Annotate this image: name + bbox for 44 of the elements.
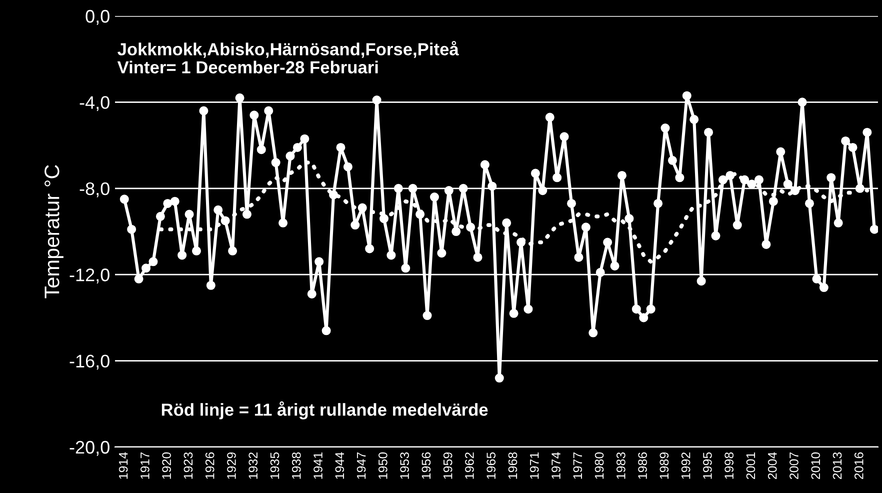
x-tick-label: 1929 — [227, 452, 236, 479]
y-tick-label: 0,0 — [86, 10, 110, 25]
x-tick-label: 1914 — [118, 452, 128, 479]
x-tick-label: 1962 — [465, 452, 474, 479]
y-tick-label: -20,0 — [70, 440, 110, 456]
x-tick-label: 1944 — [335, 452, 344, 479]
annotation: Röd linje = 11 årigt rullande medelvärde — [162, 401, 488, 420]
x-tick-label: 1968 — [508, 452, 518, 479]
annotation: Jokkmokk,Abisko,Härnösand,Forse,Piteå Vinter= 1 December-28 Februari — [117, 40, 459, 74]
x-tick-label: 1995 — [703, 452, 712, 479]
x-tick-label: 1953 — [400, 452, 409, 479]
x-tick-label: 1950 — [378, 452, 388, 479]
y-tick-label: -8,0 — [80, 182, 110, 198]
x-tick-label: 1989 — [660, 452, 669, 479]
x-tick-label: 1923 — [184, 452, 193, 479]
x-tick-label: 1959 — [443, 452, 452, 479]
x-tick-label: 1986 — [638, 452, 647, 479]
x-tick-label: 1941 — [314, 452, 322, 479]
x-tick-label: 2007 — [790, 452, 798, 480]
x-tick-label: 1971 — [530, 452, 539, 479]
y-tick-label: -12,0 — [70, 268, 110, 284]
x-tick-label: 1947 — [356, 452, 366, 479]
x-tick-label: 1977 — [573, 452, 582, 479]
x-tick-label: 1917 — [140, 452, 150, 479]
x-tick-label: 1920 — [162, 452, 171, 479]
x-tick-label: 1965 — [486, 452, 496, 479]
x-tick-label: 1932 — [248, 452, 258, 479]
x-tick-label: 1998 — [724, 452, 734, 479]
x-tick-label: 1938 — [292, 452, 301, 479]
x-tick-label: 2001 — [746, 452, 756, 480]
x-tick-label: 1983 — [616, 452, 626, 479]
x-tick-label: 2013 — [832, 452, 842, 480]
x-tick-label: 1926 — [205, 452, 214, 479]
x-tick-label: 1974 — [552, 452, 560, 479]
x-tick-label: 2016 — [854, 452, 864, 480]
x-tick-label: 1935 — [270, 452, 280, 479]
y-tick-label: -4,0 — [80, 96, 110, 112]
y-tick-label: -16,0 — [70, 354, 110, 370]
x-tick-label: 2010 — [811, 452, 820, 480]
y-axis-title: Temperatur °C — [44, 165, 64, 298]
x-tick-label: 1956 — [422, 452, 431, 479]
x-tick-label: 1980 — [594, 452, 604, 479]
x-tick-label: 2004 — [768, 452, 777, 480]
x-tick-label: 1992 — [681, 452, 690, 479]
